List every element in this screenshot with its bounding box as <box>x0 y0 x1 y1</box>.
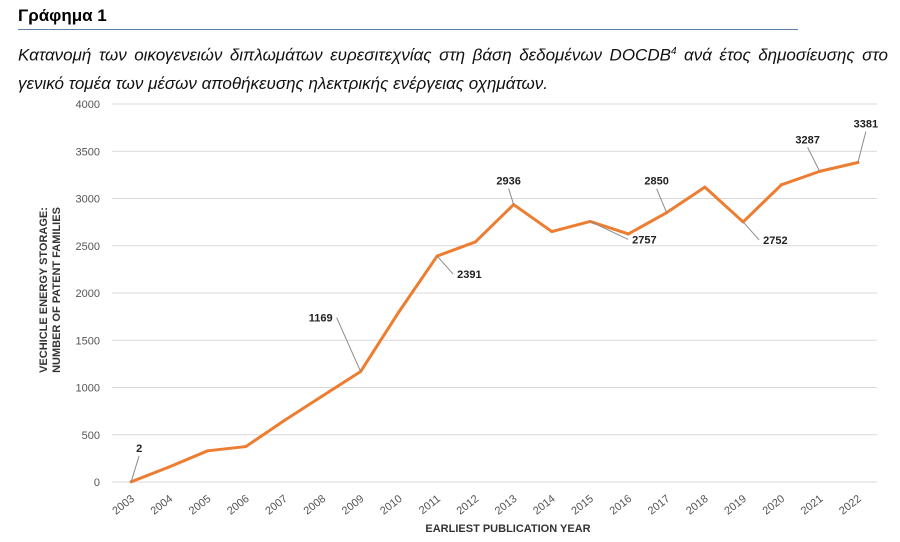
data-label: 3287 <box>795 134 819 146</box>
data-label-leader <box>509 189 514 205</box>
x-tick-label: 2021 <box>799 493 826 518</box>
y-tick-label: 1500 <box>76 335 100 347</box>
x-tick-label: 2008 <box>302 493 329 518</box>
x-tick-label: 2022 <box>837 493 864 518</box>
data-label-leader <box>337 318 361 372</box>
x-tick-label: 2007 <box>263 493 290 518</box>
y-axis-title-line2: NUMBER OF PATENT FAMILIES <box>51 207 63 373</box>
data-label: 2757 <box>632 234 656 246</box>
x-tick-label: 2016 <box>608 493 635 518</box>
gridlines <box>112 104 877 482</box>
data-point <box>397 310 400 313</box>
y-tick-label: 4000 <box>76 99 100 111</box>
x-tick-label: 2003 <box>110 493 137 518</box>
data-point <box>474 240 477 243</box>
data-label: 2850 <box>644 176 668 188</box>
data-point <box>168 465 171 468</box>
x-tick-label: 2014 <box>531 493 558 518</box>
x-axis-title: EARLIEST PUBLICATION YEAR <box>425 523 590 535</box>
y-axis-title-line1: VECHICLE ENERGY STORAGE: <box>38 207 50 373</box>
data-point <box>550 230 553 233</box>
x-tick-label: 2010 <box>378 493 405 518</box>
x-tick-label: 2019 <box>722 493 749 518</box>
data-point <box>780 183 783 186</box>
x-tick-label: 2020 <box>761 493 788 518</box>
data-label: 2 <box>136 443 142 455</box>
x-tick-label: 2006 <box>225 493 252 518</box>
y-tick-label: 3500 <box>76 146 100 158</box>
x-tick-label: 2015 <box>569 493 596 518</box>
y-tick-label: 0 <box>94 477 100 489</box>
y-tick-label: 1000 <box>76 383 100 395</box>
x-tick-label: 2011 <box>417 493 443 517</box>
series-line <box>131 162 858 481</box>
data-label: 2752 <box>763 235 787 247</box>
x-axis-ticks: 2003 2004 2005 2006 2007 2008 2009 2010 2011 2012… <box>110 493 863 518</box>
data-point <box>206 449 209 452</box>
y-tick-label: 3000 <box>76 194 100 206</box>
y-tick-label: 2500 <box>76 241 100 253</box>
data-label-leader <box>858 131 866 162</box>
x-tick-label: 2013 <box>493 493 520 518</box>
x-tick-label: 2018 <box>684 493 711 518</box>
x-tick-label: 2012 <box>455 493 482 518</box>
data-label: 1169 <box>309 313 333 325</box>
data-point <box>244 445 247 448</box>
data-label-leader <box>657 189 667 213</box>
data-label-leader <box>743 222 759 240</box>
data-label: 2936 <box>496 176 520 188</box>
data-label: 2391 <box>457 269 481 281</box>
data-label: 3381 <box>854 118 878 130</box>
x-tick-label: 2009 <box>340 493 367 518</box>
data-point <box>321 395 324 398</box>
y-axis-ticks: 0 500 1000 1500 2000 2500 3000 3500 4000 <box>76 99 100 489</box>
x-tick-label: 2005 <box>187 493 214 518</box>
data-labels-group: 2 1169 2391 2936 2757 2850 2752 3287 3381 <box>131 118 878 481</box>
data-point <box>627 232 630 235</box>
x-tick-label: 2017 <box>646 493 673 518</box>
data-label-leader <box>437 256 453 274</box>
x-tick-label: 2004 <box>149 493 176 518</box>
data-point <box>283 419 286 422</box>
data-point <box>703 186 706 189</box>
y-tick-label: 500 <box>82 430 100 442</box>
y-tick-label: 2000 <box>76 288 100 300</box>
